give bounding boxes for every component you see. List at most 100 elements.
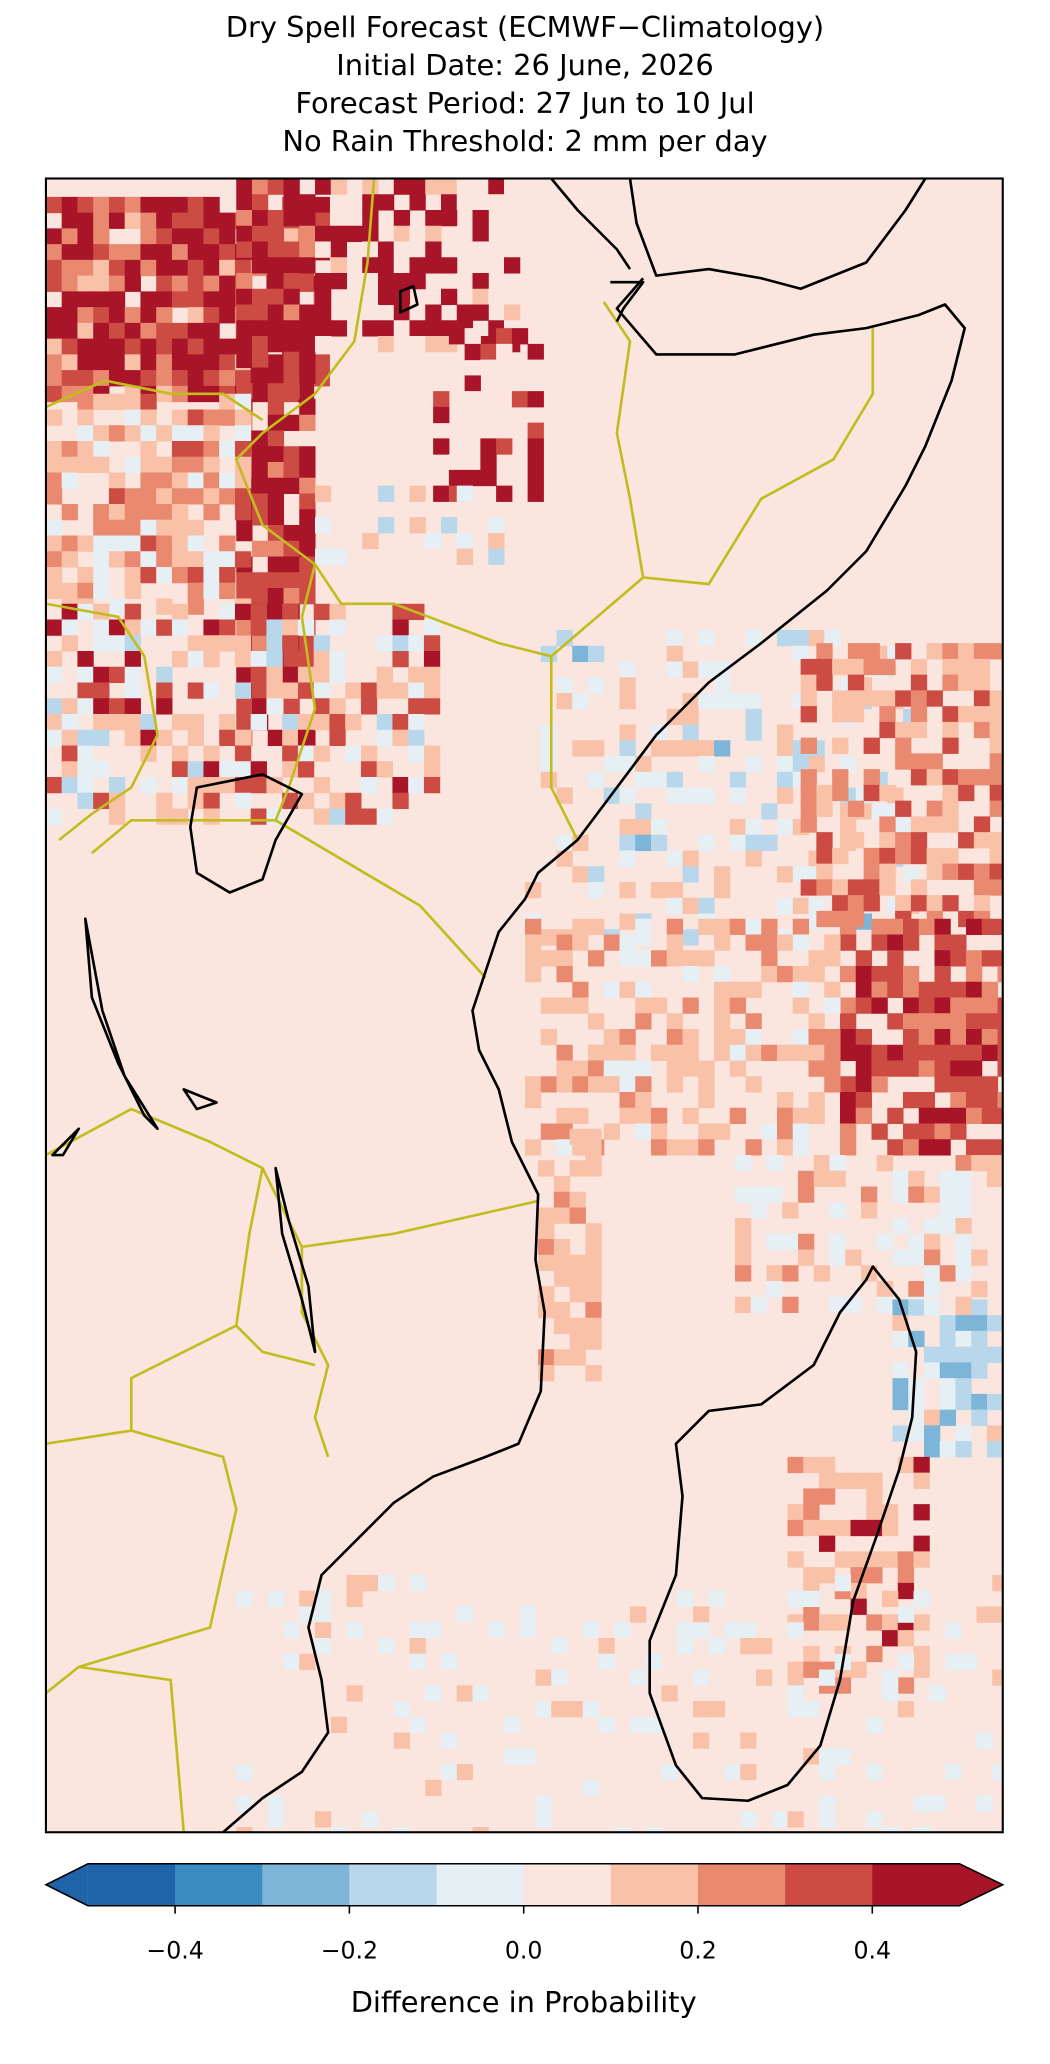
grid-cell [93,441,110,458]
grid-cell [236,194,253,211]
grid-cell [871,1123,888,1140]
grid-cell [93,196,110,214]
grid-cell [425,257,442,274]
grid-cell [777,756,794,773]
grid-cell [313,808,330,825]
grid-cell [800,800,817,817]
grid-cell [362,304,379,321]
grid-cell [480,469,497,487]
grid-cell [955,1249,972,1266]
grid-cell [939,1170,957,1188]
grid-cell [140,777,157,794]
grid-cell [782,1296,799,1314]
grid-cell [538,1239,555,1256]
grid-cell [187,567,204,584]
grid-cell [792,1139,810,1156]
colorbar-outline [44,1862,1005,1907]
grid-cell [187,275,204,292]
grid-cell [299,493,316,510]
grid-cell [219,212,236,229]
grid-cell [934,1044,951,1062]
grid-cell [171,228,189,245]
grid-cell [556,1107,573,1125]
grid-cell [698,787,715,804]
grid-cell [140,488,157,505]
grid-cell [266,666,283,684]
grid-cell [93,603,110,621]
grid-cell [777,724,794,741]
grid-cell [456,1764,474,1781]
grid-cell [425,532,442,550]
grid-cell [800,706,817,723]
grid-cell [329,698,346,715]
grid-cell [879,658,896,676]
grid-cell [299,462,316,479]
grid-cell [955,1218,972,1235]
grid-cell [187,291,204,308]
grid-cell [913,1551,930,1568]
grid-cell [955,1441,972,1458]
grid-cell [45,472,63,489]
grid-cell [346,1622,363,1639]
grid-cell [378,320,395,337]
grid-cell [973,674,991,691]
grid-cell [252,635,269,652]
grid-cell [540,771,558,789]
grid-cell [61,582,78,600]
grid-cell [45,619,63,636]
grid-cell [777,897,794,915]
grid-cell [740,1638,757,1655]
grid-cell [950,1013,967,1030]
grid-cell [585,1160,602,1177]
grid-cell [955,1202,972,1219]
grid-cell [903,934,920,951]
grid-cell [464,328,481,345]
grid-cell [252,288,269,306]
grid-cell [378,336,395,353]
grid-cell [992,1606,1003,1623]
grid-cell [203,682,220,699]
grid-cell [360,682,378,699]
grid-cell [282,682,299,699]
grid-cell [93,228,110,245]
grid-cell [973,643,991,660]
grid-cell [535,1669,552,1686]
grid-cell [124,354,141,371]
grid-cell [698,1060,715,1077]
grid-cell [924,1409,941,1426]
grid-cell [45,354,63,371]
grid-cell [934,1060,951,1077]
grid-cell [866,1716,883,1734]
grid-cell [588,771,605,789]
grid-cell [934,997,951,1014]
grid-cell [798,1186,815,1203]
grid-cell [441,1732,458,1749]
grid-cell [283,525,300,542]
grid-cell [863,769,880,786]
grid-cell [93,567,110,584]
grid-cell [845,1249,862,1266]
grid-cell [93,291,110,308]
grid-cell [282,714,299,731]
grid-cell [409,485,426,502]
grid-cell [376,635,393,652]
grid-cell [556,850,573,867]
grid-cell [283,446,300,463]
grid-cell [252,210,269,227]
grid-cell [156,354,173,371]
grid-cell [315,241,332,258]
grid-cell [879,832,896,849]
grid-cell [989,706,1003,723]
grid-cell [234,635,252,652]
grid-cell [989,690,1003,707]
grid-cell [973,895,991,912]
grid-cell [362,532,379,550]
grid-cell [283,651,300,668]
grid-cell [540,1029,558,1046]
grid-cell [45,714,63,731]
grid-cell [171,745,189,762]
grid-cell [924,1265,941,1282]
grid-cell [934,1013,951,1030]
grid-cell [766,1155,783,1172]
grid-cell [666,740,684,757]
